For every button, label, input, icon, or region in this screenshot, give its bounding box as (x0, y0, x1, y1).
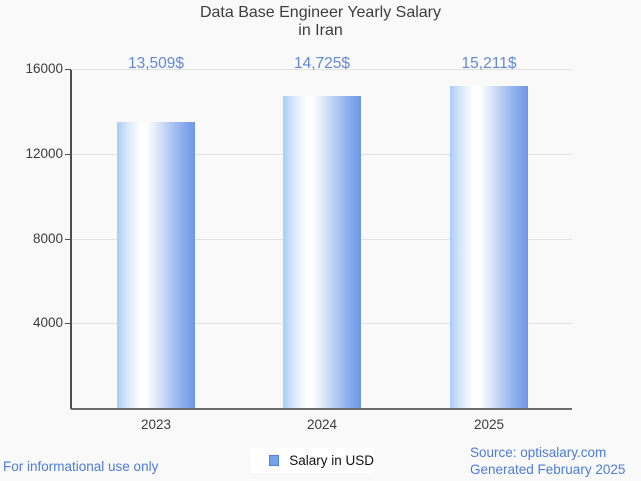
chart-title-line1: Data Base Engineer Yearly Salary (199, 4, 442, 21)
value-label-2025: 15,211$ (461, 55, 517, 72)
footer-generated-line: Generated February 2025 (470, 462, 626, 477)
y-tick-8000 (65, 239, 71, 240)
value-label-2024: 14,725$ (293, 55, 351, 72)
y-axis-label-16000: 16000 (25, 61, 63, 76)
legend-label: Salary in USD (289, 453, 374, 468)
gridline-16000 (71, 69, 572, 70)
footer-source: Source: optisalary.com Generated Februar… (470, 444, 625, 478)
legend: Salary in USD (250, 448, 374, 473)
chart-title: Data Base Engineer Yearly Salary in Iran (0, 4, 641, 39)
x-axis-label-2023: 2023 (140, 417, 172, 432)
y-axis-label-8000: 8000 (32, 231, 63, 246)
value-label-2023: 13,509$ (127, 55, 185, 72)
x-axis-label-2025: 2025 (473, 417, 505, 432)
x-axis-baseline (71, 408, 572, 410)
bar-2025[interactable] (450, 86, 528, 408)
footer-disclaimer: For informational use only (3, 459, 159, 474)
chart-title-line2: in Iran (298, 21, 343, 39)
legend-marker-icon (269, 455, 280, 466)
y-axis-label-4000: 4000 (32, 315, 63, 330)
y-axis-line (70, 70, 72, 409)
footer-source-line: Source: optisalary.com (470, 445, 607, 460)
x-axis-label-2024: 2024 (306, 417, 338, 432)
y-tick-12000 (65, 154, 71, 155)
bar-2023[interactable] (117, 122, 195, 408)
y-tick-16000 (65, 69, 71, 70)
y-axis-label-12000: 12000 (25, 146, 63, 161)
y-tick-4000 (65, 323, 71, 324)
bar-2024[interactable] (283, 96, 361, 408)
